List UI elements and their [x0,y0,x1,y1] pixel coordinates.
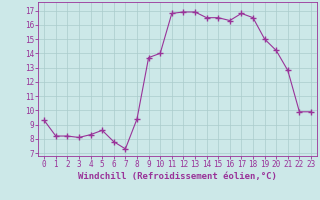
X-axis label: Windchill (Refroidissement éolien,°C): Windchill (Refroidissement éolien,°C) [78,172,277,181]
